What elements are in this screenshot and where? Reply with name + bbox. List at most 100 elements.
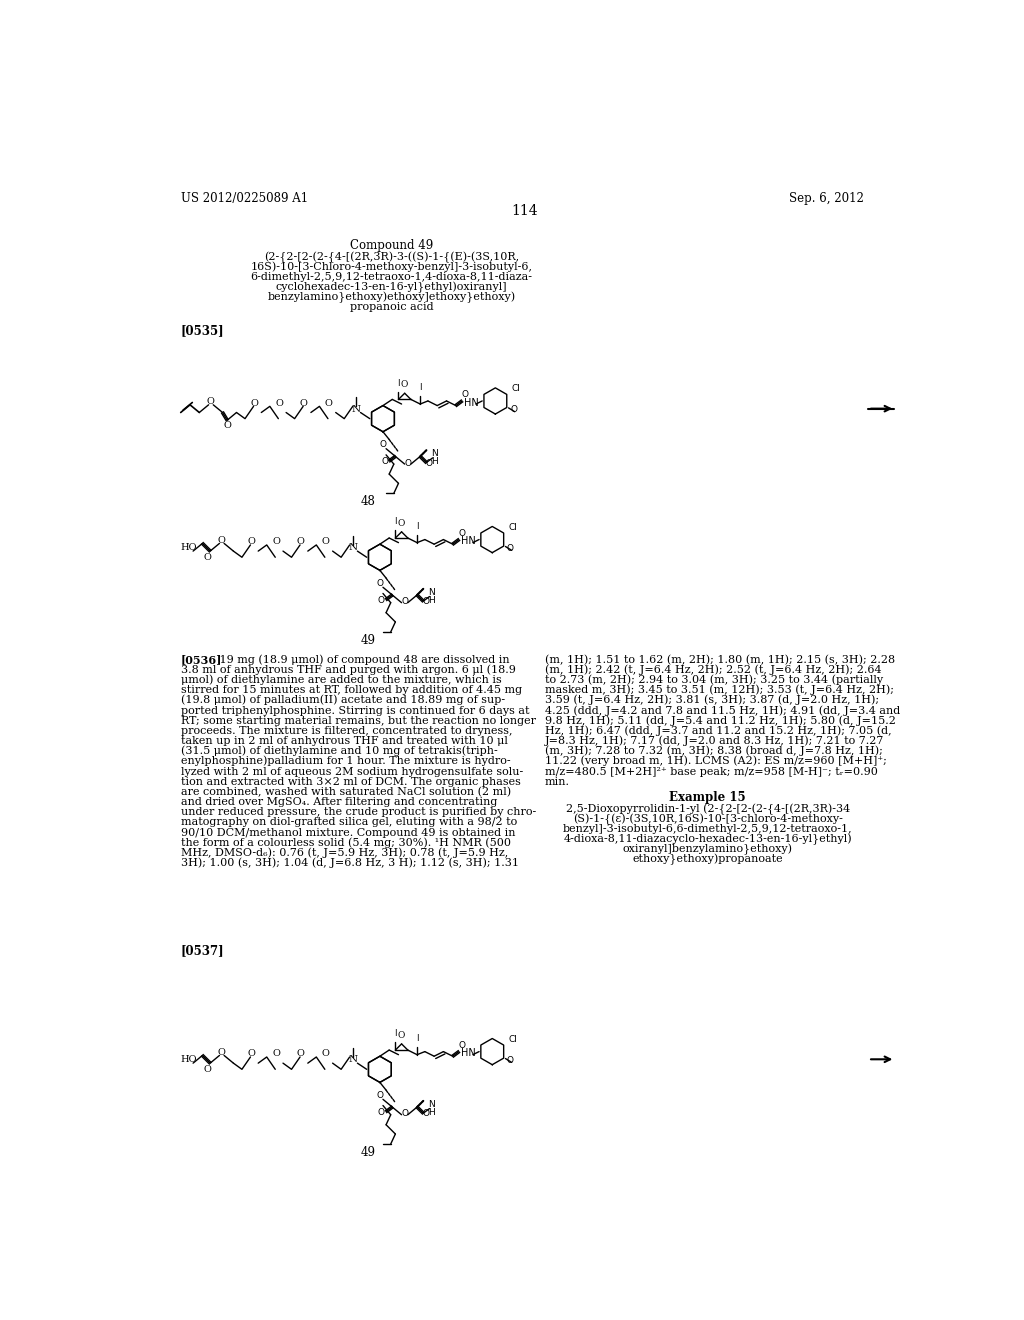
Text: O: O [300,399,308,408]
Text: matography on diol-grafted silica gel, eluting with a 98/2 to: matography on diol-grafted silica gel, e… [180,817,517,828]
Text: O: O [247,1049,255,1059]
Text: O: O [297,537,305,546]
Text: 90/10 DCM/methanol mixture. Compound 49 is obtained in: 90/10 DCM/methanol mixture. Compound 49 … [180,828,515,837]
Text: 49: 49 [360,634,376,647]
Text: O: O [381,457,388,466]
Text: (31.5 μmol) of diethylamine and 10 mg of tetrakis(triph-: (31.5 μmol) of diethylamine and 10 mg of… [180,746,498,756]
Text: [0535]: [0535] [180,323,224,337]
Text: [0536]: [0536] [180,653,222,665]
Text: I: I [416,521,419,531]
Text: O: O [217,536,225,545]
Text: H: H [431,457,437,466]
Text: O: O [247,537,255,546]
Text: O: O [322,1049,330,1059]
Text: masked m, 3H); 3.45 to 3.51 (m, 12H); 3.53 (t, J=6.4 Hz, 2H);: masked m, 3H); 3.45 to 3.51 (m, 12H); 3.… [545,685,894,696]
Text: O: O [510,405,517,414]
Text: N: N [431,449,437,458]
Text: 49: 49 [360,1146,376,1159]
Text: O: O [401,597,409,606]
Text: O: O [378,1107,385,1117]
Text: tion and extracted with 3×2 ml of DCM. The organic phases: tion and extracted with 3×2 ml of DCM. T… [180,776,520,787]
Text: 48: 48 [360,495,376,508]
Text: O: O [297,1049,305,1059]
Text: O: O [507,544,514,553]
Text: RT; some starting material remains, but the reaction no longer: RT; some starting material remains, but … [180,715,536,726]
Text: 4.25 (ddd, J=4.2 and 7.8 and 11.5 Hz, 1H); 4.91 (dd, J=3.4 and: 4.25 (ddd, J=4.2 and 7.8 and 11.5 Hz, 1H… [545,705,900,715]
Text: 3.8 ml of anhydrous THF and purged with argon. 6 μl (18.9: 3.8 ml of anhydrous THF and purged with … [180,664,515,675]
Text: (S)-1-{(ε)-(3S,10R,16S)-10-[3-chloro-4-methoxy-: (S)-1-{(ε)-(3S,10R,16S)-10-[3-chloro-4-m… [572,813,843,825]
Text: O: O [325,399,333,408]
Text: stirred for 15 minutes at RT, followed by addition of 4.45 mg: stirred for 15 minutes at RT, followed b… [180,685,522,696]
Text: O: O [272,537,280,546]
Text: propanoic acid: propanoic acid [349,302,433,312]
Text: O: O [507,1056,514,1065]
Text: O: O [223,421,231,430]
Text: (m, 3H); 7.28 to 7.32 (m, 3H); 8.38 (broad d, J=7.8 Hz, 1H);: (m, 3H); 7.28 to 7.32 (m, 3H); 8.38 (bro… [545,746,883,756]
Text: O: O [459,529,466,537]
Text: O: O [275,399,283,408]
Text: HN: HN [461,1048,475,1059]
Text: taken up in 2 ml of anhydrous THF and treated with 10 μl: taken up in 2 ml of anhydrous THF and tr… [180,737,508,746]
Text: I: I [397,379,399,388]
Text: O: O [322,537,330,546]
Text: N: N [428,587,434,597]
Text: benzylamino}ethoxy)ethoxy]ethoxy}ethoxy): benzylamino}ethoxy)ethoxy]ethoxy}ethoxy) [267,292,515,302]
Text: O: O [401,1109,409,1118]
Text: [0537]: [0537] [180,944,224,957]
Text: O: O [462,391,469,399]
Text: proceeds. The mixture is filtered, concentrated to dryness,: proceeds. The mixture is filtered, conce… [180,726,512,735]
Text: ported triphenylphosphine. Stirring is continued for 6 days at: ported triphenylphosphine. Stirring is c… [180,706,529,715]
Text: O: O [203,553,211,562]
Text: O: O [272,1049,280,1059]
Text: min.: min. [545,776,570,787]
Text: O: O [377,1090,383,1100]
Text: H: H [428,1107,434,1117]
Text: N: N [348,544,357,552]
Text: Cl: Cl [509,523,517,532]
Text: O: O [380,440,386,449]
Text: and dried over MgSO₄. After filtering and concentrating: and dried over MgSO₄. After filtering an… [180,797,497,807]
Text: O: O [423,1109,430,1118]
Text: O: O [377,578,383,587]
Text: I: I [416,1034,419,1043]
Text: H: H [428,595,434,605]
Text: (m, 1H); 1.51 to 1.62 (m, 2H); 1.80 (m, 1H); 2.15 (s, 3H); 2.28: (m, 1H); 1.51 to 1.62 (m, 2H); 1.80 (m, … [545,655,895,665]
Text: 9.8 Hz, 1H); 5.11 (dd, J=5.4 and 11.2 Hz, 1H); 5.80 (d, J=15.2: 9.8 Hz, 1H); 5.11 (dd, J=5.4 and 11.2 Hz… [545,715,896,726]
Text: O: O [426,458,433,467]
Text: O: O [217,1048,225,1057]
Text: O: O [404,458,412,467]
Text: I: I [394,1030,396,1039]
Text: enylphosphine)palladium for 1 hour. The mixture is hydro-: enylphosphine)palladium for 1 hour. The … [180,756,510,767]
Text: N: N [348,1056,357,1064]
Text: under reduced pressure, the crude product is purified by chro-: under reduced pressure, the crude produc… [180,808,536,817]
Text: HN: HN [461,536,475,546]
Text: Compound 49: Compound 49 [350,239,433,252]
Text: m/z=480.5 [M+2H]²⁺ base peak; m/z=958 [M-H]⁻; tᵣ=0.90: m/z=480.5 [M+2H]²⁺ base peak; m/z=958 [M… [545,767,878,776]
Text: O: O [401,380,409,389]
Text: 114: 114 [511,205,539,218]
Text: the form of a colourless solid (5.4 mg; 30%). ¹H NMR (500: the form of a colourless solid (5.4 mg; … [180,837,511,847]
Text: Cl: Cl [512,384,520,393]
Text: I: I [419,383,422,392]
Text: O: O [423,597,430,606]
Text: HN: HN [464,397,478,408]
Text: (19.8 μmol) of palladium(II) acetate and 18.89 mg of sup-: (19.8 μmol) of palladium(II) acetate and… [180,694,505,705]
Text: Hz, 1H); 6.47 (ddd, J=3.7 and 11.2 and 15.2 Hz, 1H); 7.05 (d,: Hz, 1H); 6.47 (ddd, J=3.7 and 11.2 and 1… [545,725,892,735]
Text: 3H); 1.00 (s, 3H); 1.04 (d, J=6.8 Hz, 3 H); 1.12 (s, 3H); 1.31: 3H); 1.00 (s, 3H); 1.04 (d, J=6.8 Hz, 3 … [180,858,519,869]
Text: O: O [206,397,214,407]
Text: 2,5-Dioxopyrrolidin-1-yl (2-{2-[2-(2-{4-[(2R,3R)-34: 2,5-Dioxopyrrolidin-1-yl (2-{2-[2-(2-{4-… [565,804,850,814]
Text: cyclohexadec-13-en-16-yl}ethyl)oxiranyl]: cyclohexadec-13-en-16-yl}ethyl)oxiranyl] [275,281,507,293]
Text: 6-dimethyl-2,5,9,12-tetraoxo-1,4-dioxa-8,11-diaza-: 6-dimethyl-2,5,9,12-tetraoxo-1,4-dioxa-8… [251,272,532,282]
Text: 11.22 (very broad m, 1H). LCMS (A2): ES m/z=960 [M+H]⁺;: 11.22 (very broad m, 1H). LCMS (A2): ES … [545,756,887,767]
Text: (m, 1H); 2.42 (t, J=6.4 Hz, 2H); 2.52 (t, J=6.4 Hz, 2H); 2.64: (m, 1H); 2.42 (t, J=6.4 Hz, 2H); 2.52 (t… [545,664,882,675]
Text: benzyl]-3-isobutyl-6,6-dimethyl-2,5,9,12-tetraoxo-1,: benzyl]-3-isobutyl-6,6-dimethyl-2,5,9,12… [563,824,853,834]
Text: N: N [351,405,360,413]
Text: N: N [428,1100,434,1109]
Text: Cl: Cl [509,1035,517,1044]
Text: 4-dioxa-8,11-diazacyclo-hexadec-13-en-16-yl}ethyl): 4-dioxa-8,11-diazacyclo-hexadec-13-en-16… [563,833,852,845]
Text: ethoxy}ethoxy)propanoate: ethoxy}ethoxy)propanoate [633,853,783,865]
Text: O: O [398,1031,406,1040]
Text: (2-{2-[2-(2-{4-[(2R,3R)-3-((S)-1-{(E)-(3S,10R,: (2-{2-[2-(2-{4-[(2R,3R)-3-((S)-1-{(E)-(3… [264,252,519,263]
Text: O: O [378,595,385,605]
Text: J=8.3 Hz, 1H); 7.17 (dd, J=2.0 and 8.3 Hz, 1H); 7.21 to 7.27: J=8.3 Hz, 1H); 7.17 (dd, J=2.0 and 8.3 H… [545,735,885,746]
